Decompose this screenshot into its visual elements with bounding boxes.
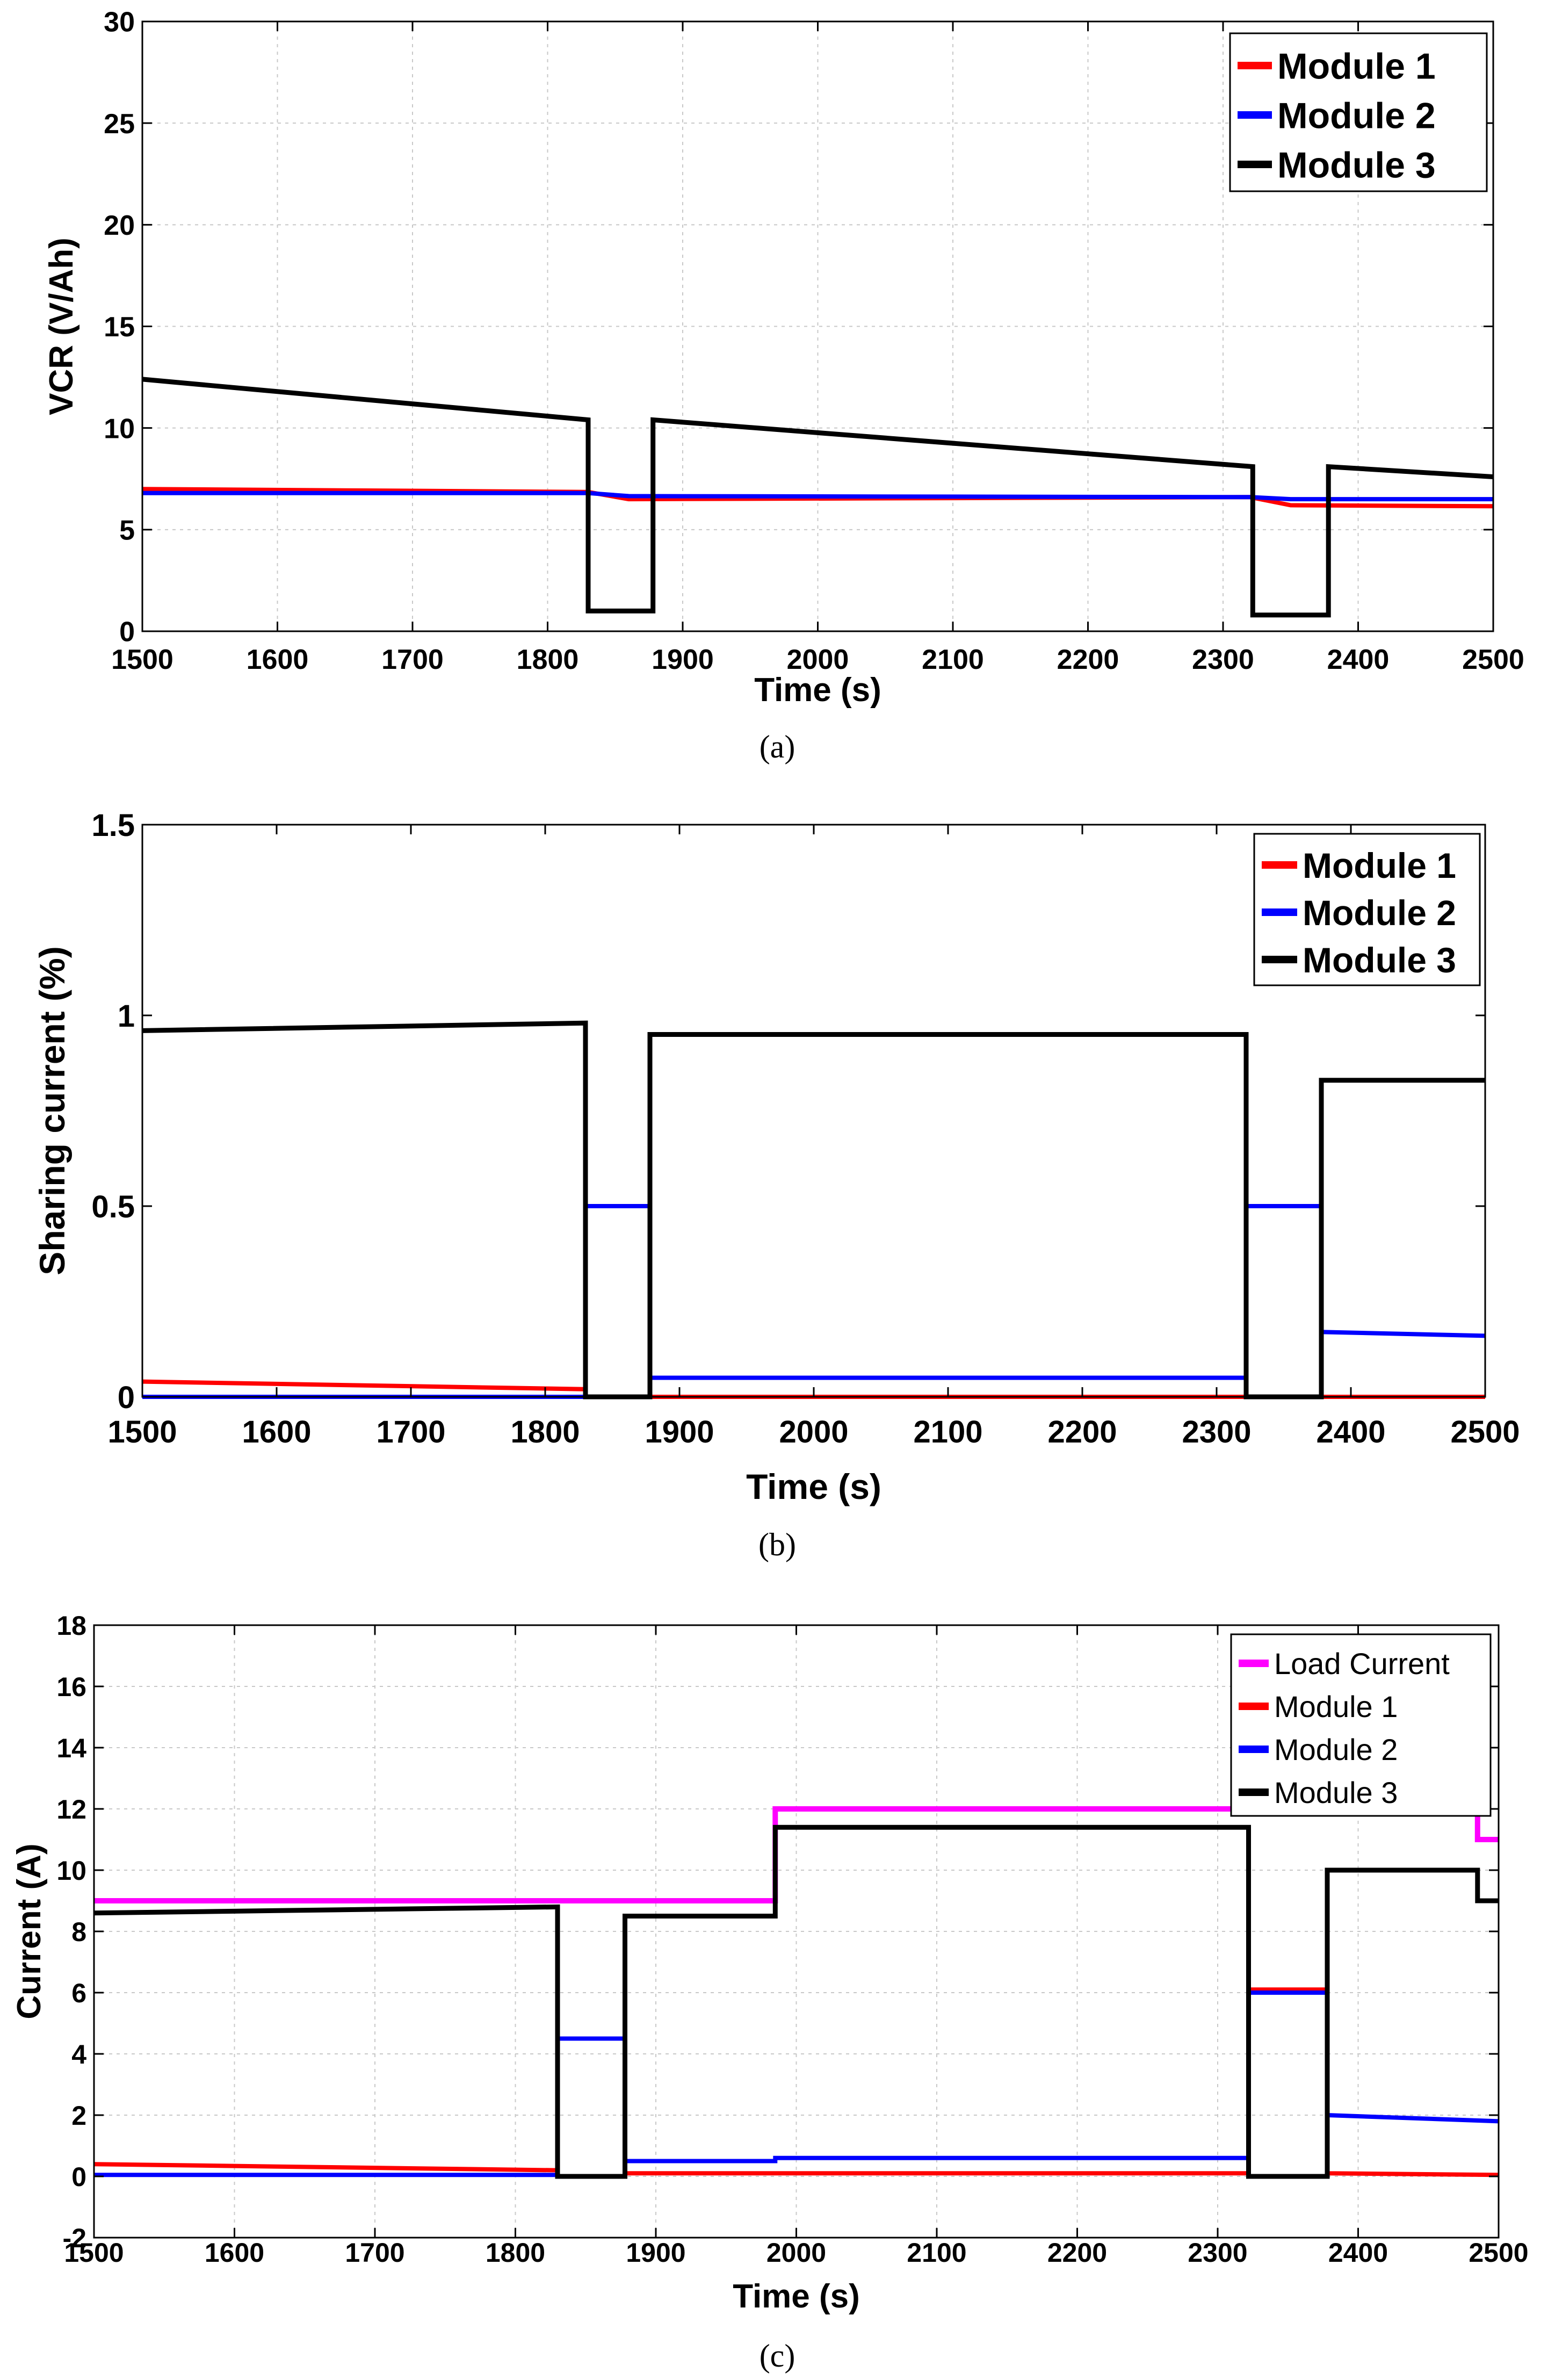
- panel-b-chart: 1500 1600 1700 1800 1900 2000 2100 2200 2300 2400…: [32, 808, 1520, 1562]
- legend-label: Module 2: [1277, 95, 1436, 136]
- x-tick-label: 2000: [779, 1415, 848, 1449]
- x-tick-label: 2100: [913, 1415, 982, 1449]
- y-tick-label: 0: [118, 1380, 135, 1415]
- x-tick-label: 2500: [1450, 1415, 1520, 1449]
- x-tick-label: 1800: [510, 1415, 580, 1449]
- y-tick-label: 20: [104, 210, 135, 241]
- x-tick-label: 1800: [517, 644, 579, 675]
- legend-label: Module 3: [1277, 145, 1436, 185]
- x-axis-label: Time (s): [754, 672, 881, 709]
- legend-label: Module 1: [1303, 846, 1456, 885]
- series-line-module-2: [142, 491, 1493, 502]
- legend-label: Module 3: [1303, 940, 1456, 980]
- legend-label: Load Current: [1274, 1647, 1450, 1681]
- x-axis-label: Time (s): [746, 1467, 881, 1506]
- series-line-module-3: [142, 377, 1494, 618]
- panel-caption: (b): [758, 1527, 796, 1562]
- x-tick-label: 1900: [626, 2238, 685, 2268]
- legend-label: Module 1: [1274, 1690, 1398, 1723]
- y-tick-label: 12: [56, 1794, 86, 1824]
- y-tick-label: 16: [56, 1672, 86, 1702]
- y-tick-label: 18: [56, 1611, 86, 1641]
- x-tick-label: 1700: [345, 2238, 404, 2268]
- panel-caption: (c): [760, 2338, 795, 2374]
- legend-label: Module 3: [1274, 1776, 1398, 1809]
- x-tick-label: 1700: [376, 1415, 445, 1449]
- y-tick-label: 5: [119, 515, 135, 546]
- y-tick-label: 4: [71, 2039, 86, 2069]
- x-tick-label: 1800: [486, 2238, 545, 2268]
- x-tick-label: 2500: [1469, 2238, 1528, 2268]
- y-tick-label: 6: [71, 1978, 86, 2008]
- panel-caption: (a): [760, 729, 795, 765]
- series-line-module-3: [93, 1824, 1499, 2179]
- y-tick-label: 15: [104, 312, 135, 343]
- series-line-load-current: [94, 1806, 1499, 1903]
- x-tick-label: 2000: [787, 644, 849, 675]
- x-tick-label: 1900: [645, 1415, 714, 1449]
- legend: Load Current Module 1 Module 2 Module 3: [1230, 1633, 1492, 1817]
- x-tick-label: 1500: [111, 644, 173, 675]
- x-tick-label: 2300: [1188, 2238, 1247, 2268]
- legend-label: Module 2: [1303, 893, 1456, 933]
- y-tick-label: 8: [71, 1917, 86, 1947]
- legend-label: Module 1: [1277, 46, 1436, 86]
- legend-label: Module 2: [1274, 1733, 1398, 1766]
- legend-box: [1229, 32, 1488, 192]
- y-tick-label: 1.5: [91, 808, 135, 843]
- x-tick-label: 1500: [64, 2238, 124, 2268]
- y-tick-label: 25: [104, 109, 135, 140]
- x-tick-label: 1600: [242, 1415, 311, 1449]
- x-tick-label: 2100: [907, 2238, 966, 2268]
- panel-a-chart: 1500 1600 1700 1800 1900 2000 2100 2200 2300 2400…: [43, 7, 1524, 765]
- y-tick-label: -2: [63, 2223, 86, 2253]
- y-tick-label: 0: [119, 617, 135, 648]
- legend: Module 1 Module 2 Module 3: [1253, 833, 1481, 986]
- x-tick-label: 1700: [381, 644, 444, 675]
- x-tick-label: 2400: [1316, 1415, 1385, 1449]
- x-tick-label: 2400: [1328, 2238, 1388, 2268]
- legend-box: [1230, 1633, 1492, 1817]
- x-tick-label: 1600: [205, 2238, 264, 2268]
- x-tick-label: 2200: [1047, 2238, 1107, 2268]
- x-tick-label: 2000: [766, 2238, 826, 2268]
- y-tick-label: 2: [71, 2101, 86, 2131]
- x-tick-label: 2300: [1192, 644, 1254, 675]
- y-tick-label: 0: [71, 2162, 86, 2192]
- x-axis-label: Time (s): [733, 2278, 860, 2315]
- y-axis-label: VCR (V/Ah): [43, 237, 80, 415]
- x-tick-label: 1500: [107, 1415, 177, 1449]
- x-tick-label: 2200: [1057, 644, 1119, 675]
- x-tick-label: 2300: [1182, 1415, 1251, 1449]
- y-tick-label: 10: [56, 1856, 86, 1886]
- legend: Module 1 Module 2 Module 3: [1229, 32, 1488, 192]
- y-tick-label: 30: [104, 7, 135, 38]
- panel-c-chart: 1500 1600 1700 1800 1900 2000 2100 2200 2300 2400…: [11, 1611, 1529, 2374]
- y-tick-label: 10: [104, 413, 135, 444]
- y-axis-label: Current (A): [11, 1843, 48, 2019]
- x-tick-label: 2500: [1462, 644, 1524, 675]
- x-tick-label: 2200: [1047, 1415, 1117, 1449]
- x-tick-label: 2400: [1327, 644, 1390, 675]
- y-tick-label: 0.5: [91, 1189, 135, 1224]
- series-line-module-3: [142, 1020, 1485, 1400]
- y-tick-label: 14: [56, 1733, 86, 1763]
- x-tick-label: 1900: [652, 644, 714, 675]
- y-axis-label: Sharing current (%): [32, 946, 72, 1275]
- y-tick-label: 1: [118, 999, 135, 1034]
- x-tick-label: 2100: [922, 644, 984, 675]
- x-tick-label: 1600: [247, 644, 309, 675]
